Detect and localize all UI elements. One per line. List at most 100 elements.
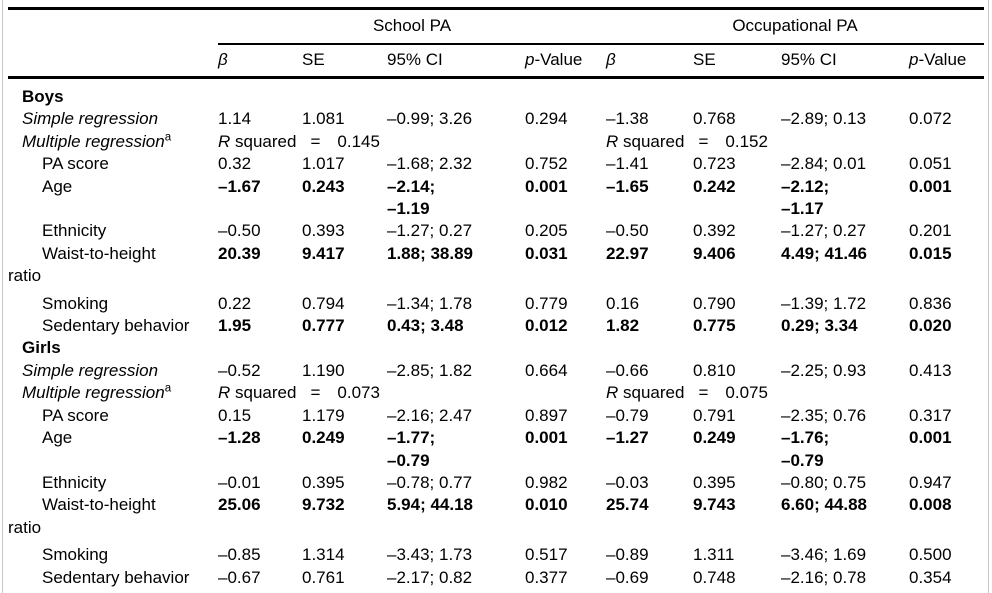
cell-p-value-occupational: 0.001 [909, 176, 952, 196]
cell-beta-school: –0.01 [218, 472, 261, 492]
row-girls-ethnicity: Ethnicity –0.01 0.395 –0.78; 0.77 0.982 –0.03… [8, 472, 984, 494]
cell-ci-95-occupational: –2.84; 0.01 [781, 154, 867, 174]
cell-p-value-occupational: 0.836 [909, 293, 952, 313]
r-squared-value: 0.145 [337, 131, 380, 151]
row-label: Sedentary behavior [42, 316, 190, 336]
cell-se-school: 1.081 [302, 109, 345, 129]
cell-p-value-school: 0.517 [525, 545, 568, 565]
cell-p-value-occupational: 0.354 [909, 566, 984, 593]
cell-ci-95-school: –2.16; 2.47 [387, 405, 473, 425]
r-squared-occupational: R squared = 0.152 [606, 131, 768, 151]
row-boys-age: Age –1.67 0.243 –2.14; –1.19 0.001 –1.65 0.242… [8, 176, 984, 221]
cell-p-value-school: 0.001 [525, 176, 568, 196]
cell-p-value-occupational: 0.413 [909, 360, 952, 380]
cell-ci-95-occupational: –1.27; 0.27 [781, 221, 867, 241]
row-label: Smoking [42, 293, 109, 313]
cell-beta-school: 20.39 [218, 243, 261, 263]
footnote-marker: a [164, 131, 172, 144]
col-header-ci-95-occupational: 95% CI [781, 44, 909, 79]
cell-beta-school: –1.28 [218, 428, 261, 448]
col-header-beta-occupational: β [606, 44, 693, 79]
cell-beta-school: 1.95 [218, 316, 252, 336]
row-boys-ethnicity: Ethnicity –0.50 0.393 –1.27; 0.27 0.205 –0.50… [8, 220, 984, 242]
cell-beta-school: 25.06 [218, 495, 261, 515]
cell-se-school: 0.777 [302, 316, 345, 336]
r-squared-value: 0.073 [337, 383, 380, 403]
cell-p-value-school: 0.012 [525, 316, 568, 336]
row-boys-multiple-regression: Multiple regressiona R squared = 0.145 R squ… [8, 131, 984, 153]
row-label: Girls [22, 338, 61, 358]
row-label: Waist-to-height ratio [8, 495, 156, 537]
cell-ci-95-occupational: –1.39; 1.72 [781, 293, 867, 313]
cell-p-value-school: 0.010 [525, 495, 568, 515]
row-boys-smoking: Smoking 0.22 0.794 –1.34; 1.78 0.779 0.16 0.79… [8, 293, 984, 315]
cell-ci-95-school: –1.68; 2.32 [387, 154, 473, 174]
row-girls-simple-regression: Simple regression –0.52 1.190 –2.85; 1.82 0.… [8, 360, 984, 382]
cell-beta-occupational: 22.97 [606, 243, 649, 263]
cell-p-value-school: 0.031 [525, 243, 568, 263]
cell-p-value-school: 0.664 [525, 360, 568, 380]
cell-beta-occupational: –1.41 [606, 154, 649, 174]
cell-se-occupational: 0.748 [693, 566, 781, 593]
cell-se-occupational: 1.311 [693, 545, 735, 565]
cell-ci-95-school: –2.85; 1.82 [387, 360, 473, 380]
group-header-row: School PA Occupational PA [8, 7, 984, 45]
cell-beta-occupational: –0.79 [606, 405, 649, 425]
row-girls-sedentary-behavior: Sedentary behavior –0.67 0.761 –2.17; 0.82 0… [8, 566, 984, 593]
row-label: Age [42, 428, 73, 448]
cell-p-value-school: 0.001 [525, 428, 568, 448]
cell-ci-95-school: –0.99; 3.26 [387, 109, 473, 129]
cell-ci-95-school: –1.27; 0.27 [387, 221, 473, 241]
cell-se-occupational: 0.392 [693, 221, 736, 241]
cell-beta-school: –0.52 [218, 360, 261, 380]
cell-ci-95-school: –2.17; 0.82 [387, 566, 525, 593]
cell-se-occupational: 9.406 [693, 243, 736, 263]
cell-p-value-school: 0.752 [525, 154, 568, 174]
cell-beta-occupational: 1.82 [606, 316, 640, 336]
r-squared-value: 0.152 [725, 131, 768, 151]
row-girls-multiple-regression: Multiple regressiona R squared = 0.073 R squ… [8, 382, 984, 404]
cell-ci-95-school: –2.14; –1.19 [387, 176, 436, 219]
cell-ci-95-school: 1.88; 38.89 [387, 243, 474, 263]
equals-sign: = [698, 383, 709, 403]
cell-p-value-school: 0.897 [525, 405, 568, 425]
cell-beta-school: –0.85 [218, 545, 261, 565]
column-header-row: β SE 95% CI p-Value β SE 95% CI p-Value [8, 44, 984, 79]
row-label: Ethnicity [42, 221, 107, 241]
cell-p-value-school: 0.779 [525, 293, 568, 313]
cell-beta-school: 0.22 [218, 293, 252, 313]
row-girls-waist-to-height-ratio: Waist-to-height ratio 25.06 9.732 5.94; 44.… [8, 494, 984, 544]
cell-se-school: 9.732 [302, 495, 345, 515]
cell-se-occupational: 0.768 [693, 109, 736, 129]
cell-se-occupational: 9.743 [693, 495, 736, 515]
cell-se-school: 1.190 [302, 360, 345, 380]
cell-ci-95-occupational: 0.29; 3.34 [781, 316, 858, 336]
cell-ci-95-occupational: –1.76; –0.79 [781, 428, 830, 470]
table-body: Boys Simple regression 1.14 1.081 –0.99; 3.2… [8, 78, 984, 593]
cell-beta-occupational: 25.74 [606, 495, 649, 515]
row-label: PA score [42, 154, 109, 174]
cell-ci-95-school: –1.34; 1.78 [387, 293, 473, 313]
cell-ci-95-occupational: –3.46; 1.69 [781, 545, 867, 565]
cell-beta-occupational: –1.38 [606, 109, 649, 129]
cell-ci-95-occupational: –2.89; 0.13 [781, 109, 867, 129]
cell-se-school: 0.761 [302, 566, 387, 593]
cell-p-value-occupational: 0.947 [909, 472, 952, 492]
cell-beta-school: 1.14 [218, 109, 252, 129]
cell-beta-occupational: –0.69 [606, 566, 693, 593]
cell-ci-95-school: 0.43; 3.48 [387, 316, 464, 336]
cell-beta-occupational: –1.27 [606, 428, 649, 448]
cell-p-value-school: 0.205 [525, 221, 568, 241]
equals-sign: = [310, 131, 321, 151]
row-label: Boys [22, 87, 64, 106]
cell-se-occupational: 0.810 [693, 360, 736, 380]
row-girls-age: Age –1.28 0.249 –1.77; –0.79 0.001 –1.27 0.249… [8, 427, 984, 472]
cell-ci-95-occupational: 4.49; 41.46 [781, 243, 868, 263]
cell-beta-occupational: –0.03 [606, 472, 649, 492]
row-boys-sedentary-behavior: Sedentary behavior 1.95 0.777 0.43; 3.48 0.0… [8, 315, 984, 337]
regression-results-table: School PA Occupational PA β SE 95% CI p-Val… [8, 7, 984, 593]
col-header-p-value-school: p-Value [525, 44, 606, 79]
cell-beta-occupational: –1.65 [606, 176, 649, 196]
row-label: Smoking [42, 545, 109, 565]
cell-beta-school: –0.50 [218, 221, 261, 241]
